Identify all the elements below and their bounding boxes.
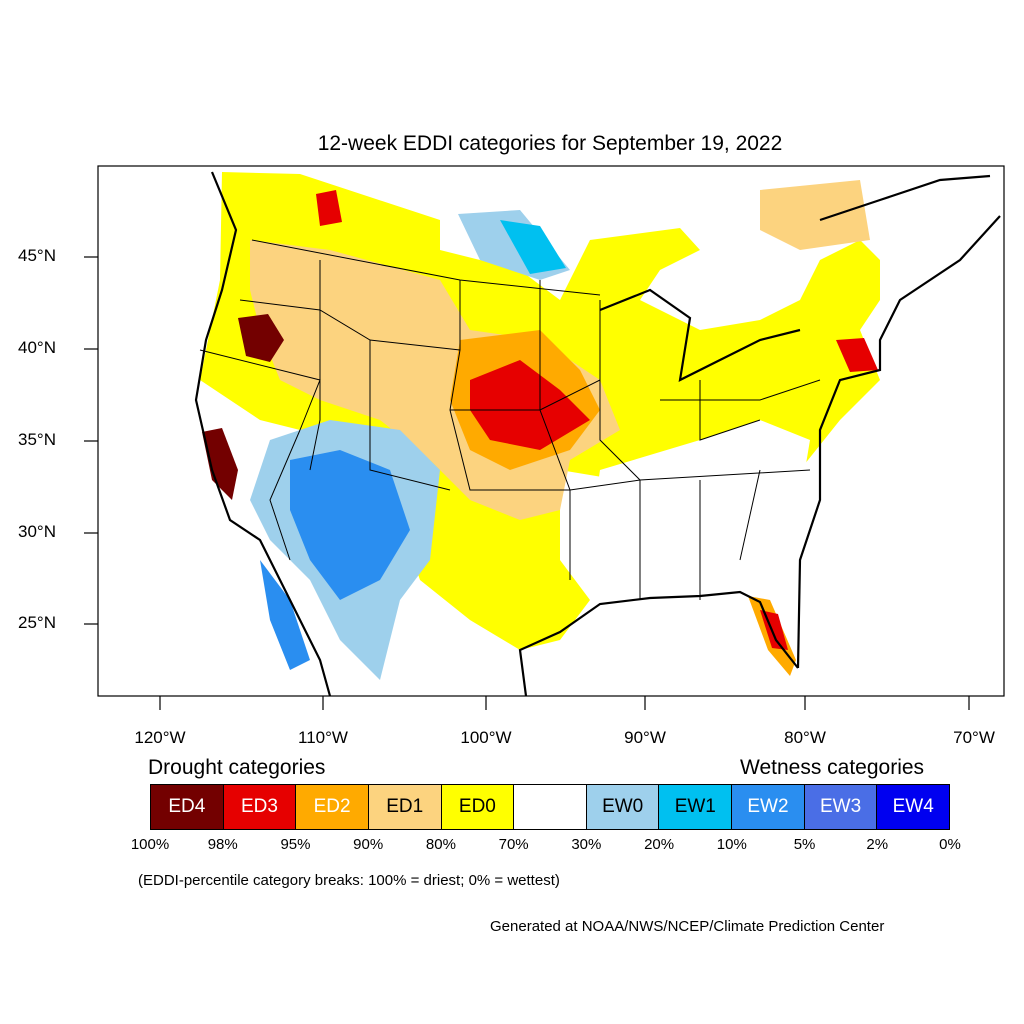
california-ed4-region — [202, 428, 238, 500]
baja-ew2-region — [260, 560, 310, 670]
map-title: 12-week EDDI categories for September 19… — [317, 132, 783, 155]
lat-label-45: 45°N — [18, 246, 56, 265]
category-legend: ED4 ED3 ED2 ED1 ED0 EW0 EW1 EW2 EW3 EW4 — [150, 784, 950, 830]
montana-ew1-region — [500, 220, 566, 274]
lon-label-100: 100°W — [460, 728, 512, 747]
lat-label-35: 35°N — [18, 430, 56, 449]
legend-swatch-ew4: EW4 — [877, 785, 950, 829]
legend-swatch-ed1: ED1 — [368, 785, 442, 829]
legend-swatch-ew0: EW0 — [586, 785, 660, 829]
map-frame — [97, 165, 1005, 697]
percentile-label: 2% — [866, 836, 889, 853]
great-lakes — [599, 288, 801, 382]
drought-categories-heading: Drought categories — [148, 756, 326, 779]
lat-ticks — [84, 256, 98, 625]
lat-label-25: 25°N — [18, 613, 56, 632]
legend-swatch-ew3: EW3 — [804, 785, 878, 829]
lat-label-40: 40°N — [18, 338, 56, 357]
legend-swatch-ed4: ED4 — [151, 785, 224, 829]
percentile-label: 5% — [793, 836, 816, 853]
percentile-breaks: 100% 98% 95% 90% 80% 70% 30% 20% 10% 5% 2% 0% — [131, 836, 961, 856]
oregon-ed4-region — [238, 314, 284, 362]
lon-label-90: 90°W — [624, 728, 666, 747]
gulf-coast — [518, 590, 799, 697]
lon-ticks — [159, 696, 970, 710]
plains-ed3-region — [470, 360, 590, 450]
percentile-label: 0% — [939, 836, 961, 853]
southwest-ew2-region — [290, 450, 410, 600]
lat-label-30: 30°N — [18, 522, 56, 541]
east-coast — [796, 215, 1001, 669]
legend-swatch-ew1: EW1 — [659, 785, 733, 829]
percentile-label: 90% — [353, 836, 384, 853]
legend-swatch-ed3: ED3 — [223, 785, 297, 829]
idaho-ed3-region — [316, 190, 342, 226]
percentile-label: 20% — [644, 836, 675, 853]
legend-swatch-normal — [514, 785, 587, 829]
percentile-label: 10% — [716, 836, 747, 853]
lon-label-120: 120°W — [134, 728, 186, 747]
hudson-bay-edge — [819, 174, 991, 222]
percentile-label: 100% — [130, 836, 170, 853]
west-coast — [194, 171, 332, 697]
canada-ed1-region — [760, 180, 870, 250]
percentile-label: 70% — [498, 836, 529, 853]
legend-swatch-ew2: EW2 — [732, 785, 805, 829]
wetness-categories-heading: Wetness categories — [740, 756, 925, 779]
legend-swatch-ed0: ED0 — [441, 785, 515, 829]
newengland-ed3-region — [836, 338, 878, 372]
breaks-note: (EDDI-percentile category breaks: 100% =… — [138, 872, 560, 889]
lon-label-70: 70°W — [953, 728, 995, 747]
legend-swatch-ed2: ED2 — [296, 785, 369, 829]
percentile-label: 98% — [207, 836, 238, 853]
lon-label-80: 80°W — [784, 728, 826, 747]
coastlines — [194, 171, 1001, 697]
credit-line: Generated at NOAA/NWS/NCEP/Climate Predi… — [490, 918, 885, 935]
percentile-label: 30% — [571, 836, 602, 853]
lon-label-110: 110°W — [298, 728, 348, 747]
percentile-label: 80% — [425, 836, 456, 853]
state-boundaries — [199, 239, 821, 600]
percentile-label: 95% — [280, 836, 311, 853]
